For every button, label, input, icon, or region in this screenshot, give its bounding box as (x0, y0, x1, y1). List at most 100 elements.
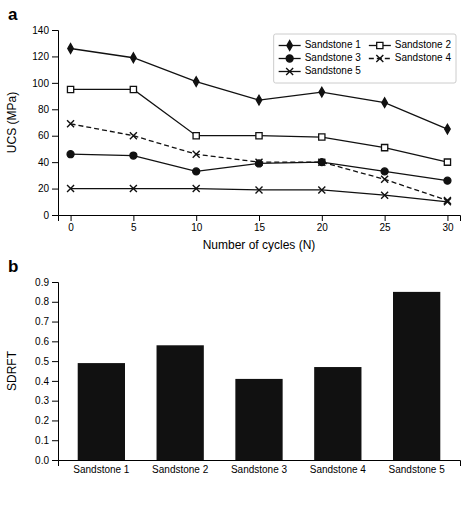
legend-item: Sandstone 1 (279, 39, 362, 50)
series-line (71, 154, 448, 180)
tick-mark (385, 215, 386, 221)
legend-marker-group (286, 55, 293, 62)
data-point (256, 133, 262, 139)
tick: 20 (38, 183, 58, 194)
legend-marker (286, 68, 293, 75)
tick-mark (52, 189, 58, 190)
point-group (319, 87, 325, 97)
data-point (193, 168, 200, 175)
tick-label: 0.7 (35, 316, 49, 327)
point-group (131, 53, 137, 63)
tick-label: 0.6 (35, 336, 49, 347)
tick: 20 (317, 215, 329, 233)
tick-mark (52, 302, 58, 303)
tick: 25 (380, 215, 392, 233)
point-group (256, 186, 263, 193)
tick-mark (52, 215, 58, 216)
tick: 15 (254, 215, 266, 233)
tick: 0.9 (35, 277, 58, 288)
tick-mark (71, 215, 72, 221)
tick-label: 140 (32, 25, 49, 36)
data-point (444, 198, 451, 205)
legend-item: Sandstone 4 (369, 52, 452, 63)
background (0, 0, 474, 511)
point-group (193, 133, 199, 139)
tick: 80 (38, 104, 58, 115)
data-point (445, 124, 451, 134)
bar (157, 345, 204, 460)
point-group (256, 159, 263, 166)
data-point (130, 86, 136, 92)
point-group (130, 185, 137, 192)
data-point (193, 133, 199, 139)
data-point (381, 168, 388, 175)
tick-label: Sandstone 5 (389, 464, 446, 475)
tick: 0.8 (35, 296, 58, 307)
tick-label: 0.0 (35, 455, 49, 466)
point-group (193, 185, 200, 192)
tick-mark (52, 136, 58, 137)
point-group (130, 132, 137, 139)
tick: 5 (131, 215, 137, 233)
tick: Sandstone 1 (73, 460, 130, 475)
tick: 0.4 (35, 376, 58, 387)
point-group (193, 168, 200, 175)
tick-label: Sandstone 4 (310, 464, 367, 475)
tick-label: 0.3 (35, 395, 49, 406)
tick: Sandstone 5 (389, 460, 446, 475)
legend-item: Sandstone 3 (279, 52, 362, 63)
axis: 0.0 0.1 0.2 0.3 0.4 0.5 0.6 0.7 0.8 0.9 (35, 277, 58, 466)
point-group (67, 151, 74, 158)
tick-mark (52, 420, 58, 421)
legend-marker-group (376, 55, 383, 62)
tick-label: 0.5 (35, 356, 49, 367)
legend-item: Sandstone 2 (369, 39, 452, 50)
legend-label: Sandstone 1 (305, 39, 362, 50)
tick: 0.5 (35, 356, 58, 367)
tick: Sandstone 3 (231, 460, 288, 475)
tick-label: 0.4 (35, 376, 49, 387)
tick: 0.3 (35, 395, 58, 406)
legend-marker (287, 41, 293, 51)
data-point (444, 159, 450, 165)
legend-marker (377, 42, 383, 48)
data-point (193, 77, 199, 87)
tick: Sandstone 4 (310, 460, 367, 475)
legend: Sandstone 1 Sandstone 2 Sandstone 3 Sandsto… (274, 34, 456, 83)
tick-mark (322, 215, 323, 221)
tick: 30 (442, 215, 454, 233)
axis-line (52, 283, 59, 461)
bar (235, 379, 282, 460)
tick-label: 0 (68, 222, 74, 233)
tick-label: 25 (380, 222, 392, 233)
tick-label: 0.1 (35, 435, 49, 446)
data-point (193, 151, 200, 158)
data-point (319, 134, 325, 140)
tick-mark (196, 215, 197, 221)
tick: 10 (191, 215, 203, 233)
point-group (256, 160, 263, 167)
axis-line (52, 31, 59, 216)
y-axis-title: SDRFT (5, 350, 19, 391)
data-point (130, 152, 137, 159)
data-point (131, 53, 137, 63)
data-point (318, 186, 325, 193)
tick-label: 5 (131, 222, 137, 233)
tick-mark (52, 361, 58, 362)
tick-mark (52, 381, 58, 382)
bar (393, 292, 440, 460)
tick-label: 10 (191, 222, 203, 233)
data-point (256, 186, 263, 193)
tick-label: 30 (442, 222, 454, 233)
tick: 0.1 (35, 435, 58, 446)
legend-marker-group (287, 41, 293, 51)
axis: Sandstone 1Sandstone 2Sandstone 3Sandsto… (59, 460, 461, 475)
legend-box (274, 34, 456, 83)
tick: 0 (43, 210, 58, 221)
data-point (319, 87, 325, 97)
bar (78, 363, 125, 460)
tick-label: 0.2 (35, 415, 49, 426)
axis-line (59, 216, 461, 222)
data-point (444, 197, 451, 204)
point-group (381, 192, 388, 199)
